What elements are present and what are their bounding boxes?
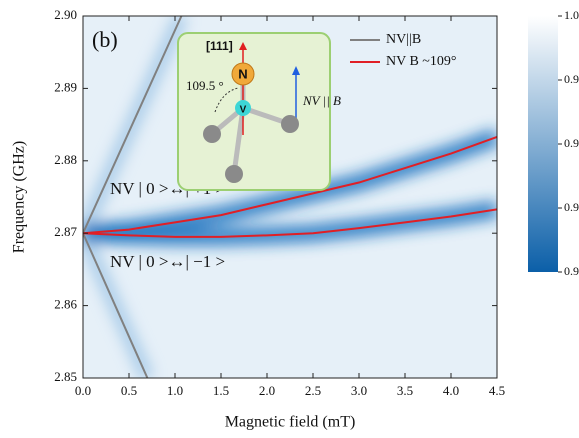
x-tick-label: 4.5 (489, 383, 505, 398)
x-tick-label: 2.5 (305, 383, 321, 398)
colorbar-tick-label: 0.96 (564, 264, 579, 278)
colorbar-tick-label: 1.00 (564, 8, 579, 22)
carbon-atom (281, 115, 299, 133)
x-tick-label: 0.0 (75, 383, 91, 398)
x-tick-label: 3.5 (397, 383, 413, 398)
x-tick-label: 4.0 (443, 383, 459, 398)
direction-label: [111] (206, 39, 233, 53)
inset: N V [111] 109.5 ° NV || B (178, 33, 341, 190)
y-tick-label: 2.89 (54, 79, 77, 94)
y-tick-label: 2.86 (54, 297, 77, 312)
colorbar-tick-label: 0.98 (564, 136, 579, 150)
x-tick-label: 3.0 (351, 383, 367, 398)
chart: (b) Magnetic field (mT) Frequency (GHz) … (0, 0, 579, 438)
carbon-atom (225, 165, 243, 183)
angle-label: 109.5 ° (186, 78, 224, 93)
y-axis-label: Frequency (GHz) (11, 141, 28, 253)
x-tick-label: 0.5 (121, 383, 137, 398)
field-label: NV || B (302, 93, 341, 108)
x-tick-label: 1.5 (213, 383, 229, 398)
colorbar-tick-label: 0.99 (564, 72, 579, 86)
x-tick-label: 1.0 (167, 383, 183, 398)
y-tick-label: 2.87 (54, 224, 77, 239)
atom-label: V (240, 105, 247, 116)
y-tick-label: 2.85 (54, 369, 77, 384)
colorbar-tick-label: 0.97 (564, 200, 579, 214)
carbon-atom (203, 125, 221, 143)
y-tick-label: 2.88 (54, 152, 77, 167)
atom-label: N (238, 66, 247, 81)
legend-label: NV B ~109° (386, 54, 456, 69)
x-axis-label: Magnetic field (mT) (225, 414, 356, 431)
legend-label: NV||B (386, 32, 421, 47)
annotation: NV | 0 >↔| −1 > (110, 252, 225, 271)
colorbar (528, 16, 558, 272)
x-tick-label: 2.0 (259, 383, 275, 398)
y-tick-label: 2.90 (54, 7, 77, 22)
panel-label: (b) (92, 27, 118, 52)
